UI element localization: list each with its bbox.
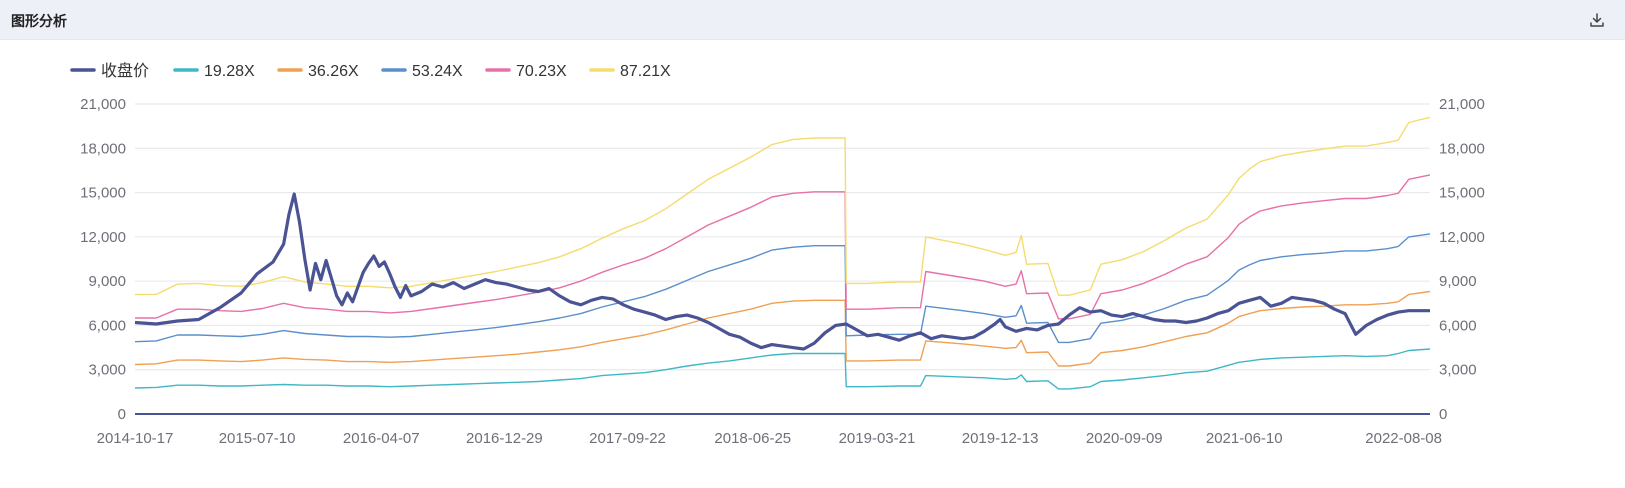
x-tick-label: 2020-09-09 — [1086, 430, 1163, 447]
y-tick-label-right: 21,000 — [1439, 96, 1485, 113]
x-tick-label: 2022-08-08 — [1365, 430, 1442, 447]
series-line-收盘价 — [134, 192, 1430, 351]
download-button[interactable] — [1587, 10, 1607, 30]
legend-label[interactable]: 53.24X — [412, 63, 463, 80]
download-icon — [1590, 13, 1604, 27]
y-tick-label-left: 21,000 — [80, 96, 126, 113]
y-tick-label-right: 9,000 — [1439, 273, 1477, 290]
legend-label[interactable]: 19.28X — [204, 63, 255, 80]
y-tick-label-left: 12,000 — [80, 229, 126, 246]
y-tick-label-right: 0 — [1439, 406, 1447, 423]
x-tick-label: 2016-12-29 — [466, 430, 543, 447]
y-tick-label-left: 9,000 — [88, 273, 126, 290]
y-tick-label-left: 6,000 — [88, 317, 126, 334]
line-chart: 0 0 3,000 3,000 6,000 6,000 9,000 9,000 12,000 12… — [70, 61, 1485, 447]
y-tick-label-right: 18,000 — [1439, 140, 1485, 157]
series-line-70.23X — [135, 174, 1431, 320]
x-tick-label: 2019-12-13 — [962, 430, 1039, 447]
x-tick-label: 2017-09-22 — [589, 430, 666, 447]
y-tick-label-right: 12,000 — [1439, 229, 1485, 246]
series-line-53.24X — [134, 233, 1431, 344]
y-tick-label-right: 6,000 — [1439, 317, 1477, 334]
y-tick-label-left: 15,000 — [80, 185, 126, 202]
legend-label[interactable]: 70.23X — [516, 63, 567, 80]
x-tick-label: 2015-07-10 — [219, 430, 296, 447]
x-tick-label: 2021-06-10 — [1206, 430, 1283, 447]
legend-label[interactable]: 36.26X — [308, 63, 359, 80]
x-tick-label: 2016-04-07 — [343, 430, 420, 447]
chart-area: 0 0 3,000 3,000 6,000 6,000 9,000 9,000 12,000 12… — [0, 40, 1625, 483]
series-line-19.28X — [134, 348, 1431, 390]
y-tick-label-right: 15,000 — [1439, 185, 1485, 202]
panel-title: 图形分析 — [11, 13, 67, 29]
legend-label[interactable]: 收盘价 — [101, 61, 149, 80]
y-tick-label-right: 3,000 — [1439, 362, 1477, 379]
x-tick-label: 2014-10-17 — [97, 430, 174, 447]
y-tick-label-left: 3,000 — [88, 362, 126, 379]
series-line-87.21X — [135, 116, 1431, 296]
x-tick-label: 2019-03-21 — [839, 430, 916, 447]
legend-label[interactable]: 87.21X — [620, 63, 671, 80]
x-tick-label: 2018-06-25 — [714, 430, 791, 447]
panel-header: 图形分析 — [0, 0, 1625, 40]
y-tick-label-left: 18,000 — [80, 140, 126, 157]
y-tick-label-left: 0 — [118, 406, 126, 423]
